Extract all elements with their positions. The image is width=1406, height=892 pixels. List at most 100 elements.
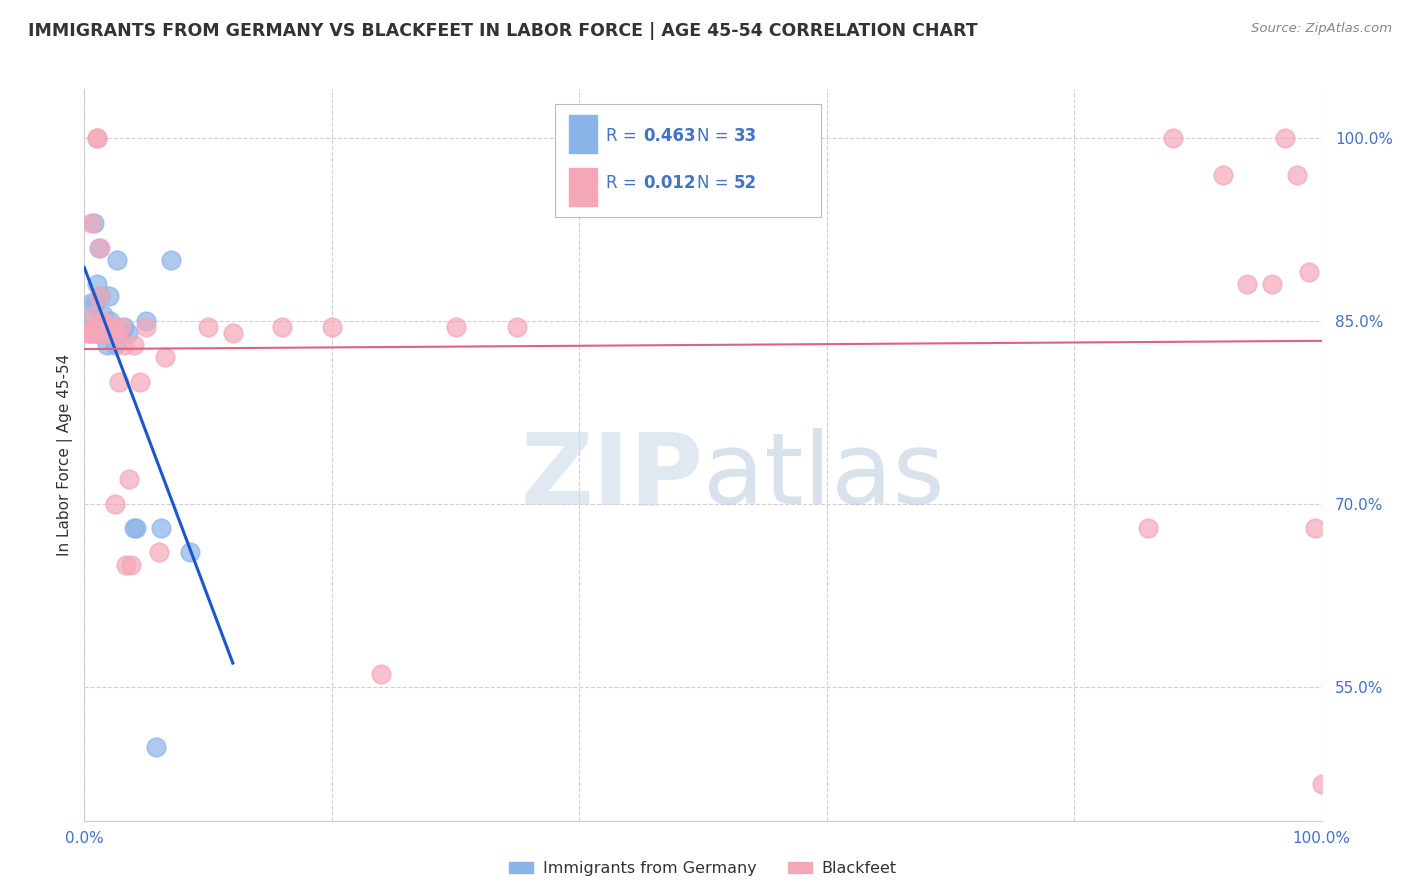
Point: [90, 326, 112, 340]
Point: [91, 326, 114, 340]
Point: [104, 497, 127, 511]
Text: N =: N =: [697, 174, 734, 192]
Point: [97, 326, 120, 340]
Point: [87, 326, 110, 340]
Point: [370, 667, 392, 681]
Bar: [569, 168, 596, 206]
Text: atlas: atlas: [703, 428, 945, 525]
Point: [179, 545, 201, 559]
Point: [150, 521, 173, 535]
Point: [1310, 777, 1333, 791]
Point: [271, 320, 294, 334]
Text: R =: R =: [606, 174, 643, 192]
Point: [76, 314, 98, 328]
FancyBboxPatch shape: [554, 103, 821, 218]
Point: [89, 289, 111, 303]
Point: [83, 308, 105, 322]
Point: [96, 338, 118, 352]
Point: [117, 326, 139, 340]
Point: [94, 326, 117, 340]
Point: [125, 521, 148, 535]
Point: [104, 338, 127, 352]
Point: [112, 338, 135, 352]
Point: [98, 314, 121, 328]
Point: [120, 558, 142, 572]
Point: [1274, 131, 1296, 145]
Point: [118, 472, 141, 486]
Point: [86, 131, 108, 145]
Text: 52: 52: [734, 174, 756, 192]
Point: [444, 320, 467, 334]
Point: [122, 338, 145, 352]
Point: [82, 320, 104, 334]
Point: [86, 277, 108, 292]
Point: [98, 320, 121, 334]
Point: [91, 308, 114, 322]
Point: [90, 326, 112, 340]
Point: [98, 326, 121, 340]
Text: 33: 33: [734, 127, 758, 145]
Point: [115, 558, 138, 572]
Point: [100, 320, 122, 334]
Point: [110, 320, 132, 334]
Point: [222, 326, 245, 340]
Text: 0.463: 0.463: [644, 127, 696, 145]
Text: Source: ZipAtlas.com: Source: ZipAtlas.com: [1251, 22, 1392, 36]
Point: [1298, 265, 1320, 279]
Text: R =: R =: [606, 127, 643, 145]
Point: [93, 320, 115, 334]
Point: [84, 326, 107, 340]
Point: [506, 320, 529, 334]
Point: [94, 326, 117, 340]
Point: [83, 216, 105, 230]
Point: [100, 320, 122, 334]
Point: [103, 326, 125, 340]
Point: [122, 521, 145, 535]
Point: [153, 351, 176, 365]
Point: [1261, 277, 1284, 292]
Point: [93, 320, 115, 334]
Point: [1212, 168, 1234, 182]
Point: [79, 216, 101, 230]
Point: [105, 252, 128, 267]
Point: [1137, 521, 1160, 535]
Point: [108, 326, 131, 340]
Point: [145, 740, 167, 755]
Point: [1236, 277, 1258, 292]
Point: [89, 241, 111, 255]
Point: [87, 326, 110, 340]
Point: [79, 326, 101, 340]
Point: [148, 545, 170, 559]
Point: [135, 314, 157, 328]
Point: [1305, 521, 1327, 535]
Point: [1161, 131, 1184, 145]
Y-axis label: In Labor Force | Age 45-54: In Labor Force | Age 45-54: [58, 354, 73, 556]
Text: N =: N =: [697, 127, 734, 145]
Point: [1285, 168, 1308, 182]
Text: ZIP: ZIP: [520, 428, 703, 525]
Point: [76, 326, 98, 340]
Text: IMMIGRANTS FROM GERMANY VS BLACKFEET IN LABOR FORCE | AGE 45-54 CORRELATION CHAR: IMMIGRANTS FROM GERMANY VS BLACKFEET IN …: [28, 22, 977, 40]
Point: [321, 320, 343, 334]
Point: [112, 320, 135, 334]
Point: [129, 375, 152, 389]
Point: [105, 326, 128, 340]
Point: [86, 131, 108, 145]
Point: [96, 320, 118, 334]
Point: [79, 295, 101, 310]
Point: [86, 326, 108, 340]
Point: [98, 289, 121, 303]
Point: [101, 326, 124, 340]
Bar: [569, 114, 596, 153]
Point: [160, 252, 183, 267]
Legend: Immigrants from Germany, Blackfeet: Immigrants from Germany, Blackfeet: [503, 855, 903, 882]
Point: [89, 289, 111, 303]
Point: [80, 326, 103, 340]
Point: [91, 314, 114, 328]
Point: [108, 375, 131, 389]
Point: [197, 320, 219, 334]
Point: [80, 326, 103, 340]
Text: 0.012: 0.012: [644, 174, 696, 192]
Point: [110, 326, 132, 340]
Point: [84, 295, 107, 310]
